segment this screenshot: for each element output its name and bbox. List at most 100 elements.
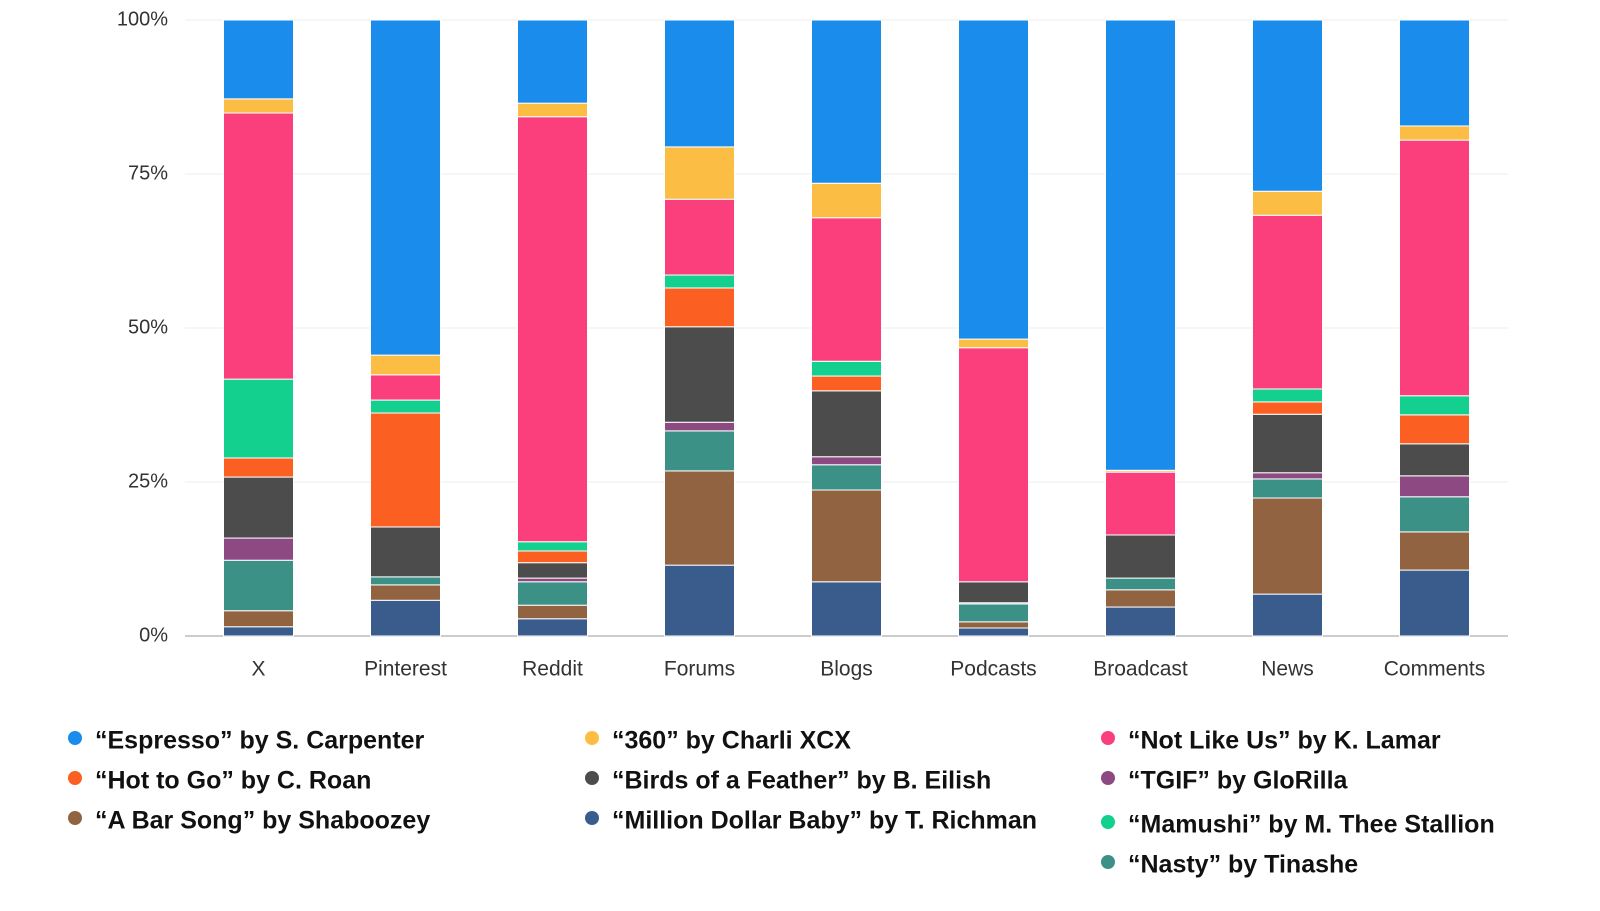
bar-segment	[1252, 401, 1323, 415]
legend-marker	[585, 771, 599, 785]
bar-segment	[1399, 139, 1470, 397]
bar-segment	[223, 610, 294, 628]
bar-segment	[811, 390, 882, 458]
bar-segment	[1252, 478, 1323, 499]
bar-segment	[517, 19, 588, 104]
bar-segment	[1399, 443, 1470, 477]
legend-label: “Hot to Go” by C. Roan	[95, 767, 371, 795]
bar-segment	[958, 627, 1029, 637]
bar-segment	[1105, 577, 1176, 591]
bar-segment	[664, 19, 735, 148]
y-tick-label: 100%	[117, 8, 168, 30]
y-tick-label: 50%	[128, 316, 168, 338]
legend-marker	[68, 771, 82, 785]
bar-segment	[1252, 388, 1323, 403]
bar-segment	[1252, 190, 1323, 216]
bar-segment	[958, 621, 1029, 629]
bar-segment	[664, 326, 735, 423]
bar-segment	[370, 354, 441, 376]
bar-segment	[1399, 395, 1470, 416]
x-tick-label: Broadcast	[1093, 658, 1188, 681]
bar-segment	[664, 421, 735, 432]
bar-segment	[223, 476, 294, 539]
bar-segment	[1252, 19, 1323, 192]
x-tick-label: Blogs	[820, 658, 873, 681]
x-tick-label: Pinterest	[364, 658, 447, 681]
x-tick-label: Reddit	[522, 658, 583, 681]
bar-segment	[517, 577, 588, 583]
bar-segment	[811, 464, 882, 491]
bar-segment	[370, 399, 441, 414]
bar-segment	[1252, 472, 1323, 480]
bar-segment	[370, 526, 441, 578]
y-tick-label: 25%	[128, 470, 168, 492]
bar-segment	[370, 19, 441, 356]
bar-segment	[958, 603, 1029, 623]
bar-segment	[811, 182, 882, 219]
bar-segment	[517, 550, 588, 564]
bar-segment	[958, 581, 1029, 604]
bar-segment	[370, 599, 441, 637]
bar-segment	[1252, 593, 1323, 637]
bar-segment	[517, 618, 588, 637]
bar-segment	[517, 102, 588, 118]
legend-marker	[1101, 731, 1115, 745]
bar-segment	[370, 374, 441, 401]
bar-segment	[958, 19, 1029, 340]
legend-label: “Birds of a Feather” by B. Eilish	[612, 767, 991, 795]
bar-segment	[517, 581, 588, 606]
bar-segment	[1105, 589, 1176, 608]
legend-marker	[1101, 855, 1115, 869]
bar-segment	[1252, 413, 1323, 474]
bar-segment	[1399, 569, 1470, 637]
bar-segment	[1399, 475, 1470, 498]
legend-marker	[585, 731, 599, 745]
bar-segment	[1252, 497, 1323, 595]
bar-segment	[958, 347, 1029, 583]
bar-segment	[811, 581, 882, 637]
bar-segment	[1399, 496, 1470, 533]
legend-label: “Million Dollar Baby” by T. Richman	[612, 807, 1037, 835]
y-tick-label: 0%	[139, 624, 168, 646]
bar-segment	[664, 146, 735, 200]
bar-segment	[811, 489, 882, 583]
bar-segment	[517, 604, 588, 620]
x-tick-label: Podcasts	[950, 658, 1036, 681]
legend-marker	[68, 811, 82, 825]
bar-segment	[811, 456, 882, 466]
bar-segment	[1399, 125, 1470, 141]
legend-marker	[68, 731, 82, 745]
bar-segment	[811, 217, 882, 362]
bar-segment	[370, 576, 441, 586]
bar-segment	[811, 375, 882, 392]
bar-segment	[664, 564, 735, 637]
legend-label: “Nasty” by Tinashe	[1128, 851, 1358, 879]
legend-label: “Espresso” by S. Carpenter	[95, 727, 425, 755]
legend-label: “360” by Charli XCX	[612, 727, 851, 755]
legend-label: “Not Like Us” by K. Lamar	[1128, 727, 1441, 755]
legend-label: “A Bar Song” by Shaboozey	[95, 807, 430, 835]
bar-segment	[1105, 19, 1176, 471]
bar-segment	[1399, 414, 1470, 445]
bar-segment	[517, 562, 588, 579]
bar-segment	[517, 541, 588, 552]
x-tick-label: Forums	[664, 658, 735, 681]
legend-marker	[1101, 815, 1115, 829]
legend-label: “Mamushi” by M. Thee Stallion	[1128, 811, 1495, 839]
legend-marker	[585, 811, 599, 825]
bar-segment	[664, 470, 735, 566]
bar-segment	[1105, 534, 1176, 579]
bar-segment	[223, 626, 294, 637]
bar-segment	[1252, 214, 1323, 390]
x-tick-label: News	[1261, 658, 1314, 681]
bar-segment	[223, 112, 294, 380]
x-tick-label: Comments	[1384, 658, 1486, 681]
bar-segment	[664, 430, 735, 472]
bar-segment	[958, 338, 1029, 349]
bar-segment	[1105, 471, 1176, 536]
bar-segment	[1399, 531, 1470, 571]
x-tick-label: X	[251, 658, 265, 681]
bar-segment	[664, 274, 735, 289]
bar-segment	[664, 198, 735, 276]
